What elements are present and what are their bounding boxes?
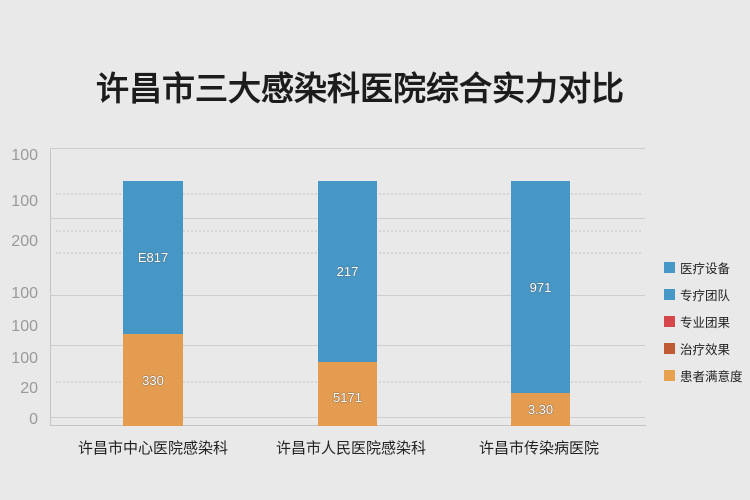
legend-swatch — [664, 316, 675, 327]
legend-label: 患者满意度 — [680, 369, 743, 384]
bar-segment-medical-equipment[interactable]: E817 — [123, 181, 183, 334]
chart-title: 许昌市三大感染科医院综合实力对比 — [96, 69, 624, 108]
y-tick-label: 100 — [11, 318, 38, 335]
legend-item-professional-team[interactable]: 专业团果 — [664, 309, 743, 334]
legend-label: 专疗团队 — [680, 288, 731, 303]
y-tick-label: 100 — [11, 147, 38, 164]
legend-swatch — [664, 370, 675, 381]
y-tick-label: 200 — [11, 233, 38, 250]
bar-value-label: 3.30 — [527, 402, 554, 417]
legend-item-treatment-effect[interactable]: 治疗效果 — [664, 336, 743, 361]
bar-segment-patient-satisfaction[interactable]: 5171 — [318, 362, 377, 426]
y-tick-label: 20 — [20, 380, 38, 397]
legend-item-medical-equipment[interactable]: 医疗设备 — [664, 255, 743, 280]
chart-legend: 医疗设备 专疗团队 专业团果 治疗效果 患者满意度 — [664, 255, 743, 390]
y-tick-label: 0 — [29, 411, 38, 428]
y-tick-label: 100 — [11, 193, 38, 210]
bar-value-label: 971 — [529, 279, 552, 295]
legend-item-patient-satisfaction[interactable]: 患者满意度 — [664, 363, 743, 388]
legend-label: 治疗效果 — [680, 342, 731, 357]
legend-swatch — [664, 262, 675, 273]
bar-value-label: 5171 — [333, 389, 362, 405]
gridline — [50, 148, 645, 149]
legend-label: 专业团果 — [680, 315, 731, 330]
bar-value-label: E817 — [137, 250, 169, 265]
legend-label: 医疗设备 — [680, 261, 731, 276]
x-category-label: 许昌市中心医院感染科 — [78, 439, 229, 457]
legend-item-medical-team[interactable]: 专疗团队 — [664, 282, 743, 307]
x-category-label: 许昌市人民医院感染科 — [276, 439, 427, 457]
bar-segment-patient-satisfaction[interactable]: 330 — [123, 334, 183, 426]
bar-value-label: 217 — [336, 264, 359, 279]
y-tick-label: 100 — [11, 285, 38, 302]
legend-swatch — [664, 289, 675, 300]
bar-segment-medical-equipment[interactable]: 971 — [511, 181, 570, 393]
legend-swatch — [664, 343, 675, 354]
bar-segment-medical-equipment[interactable]: 217 — [318, 181, 377, 362]
x-category-label: 许昌市传染病医院 — [478, 439, 599, 457]
bar-value-label: 330 — [142, 372, 164, 388]
bar-segment-patient-satisfaction[interactable]: 3.30 — [511, 393, 570, 426]
y-tick-label: 100 — [11, 350, 38, 367]
